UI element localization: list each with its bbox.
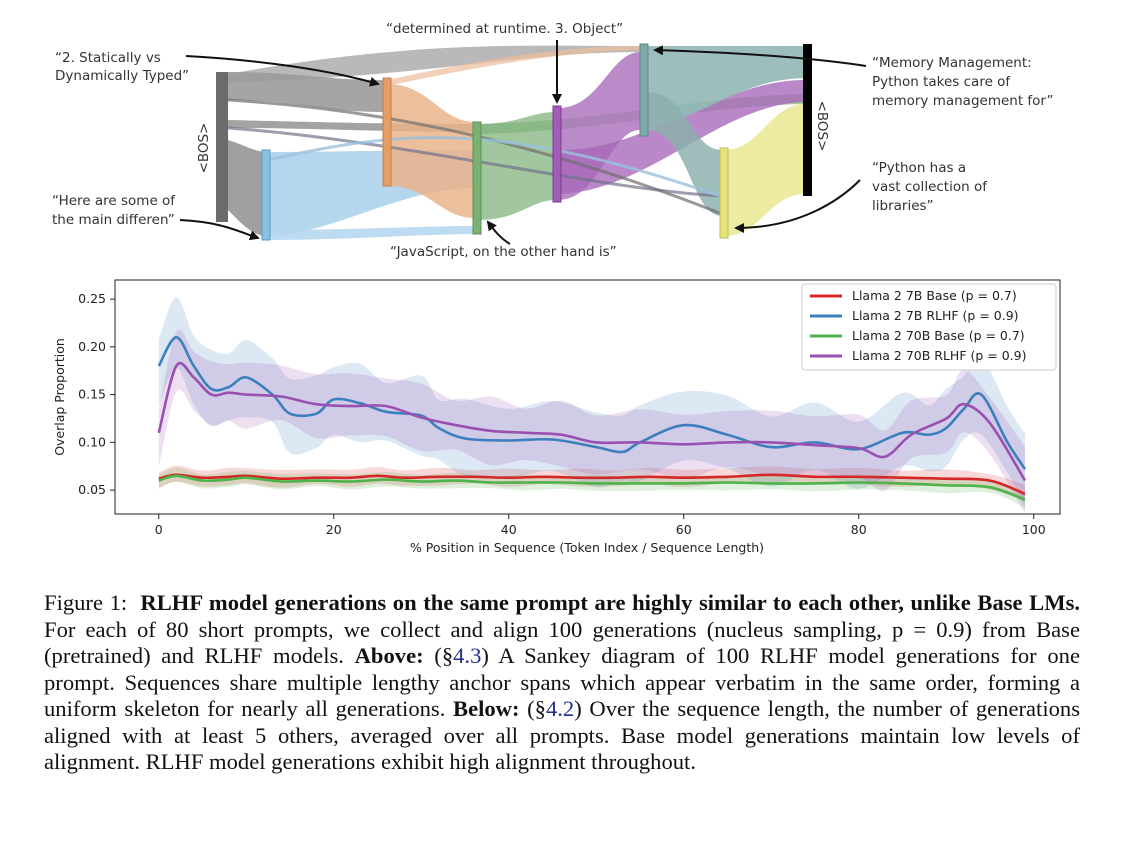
legend-label-0: Llama 2 7B Base (p = 0.7) — [852, 288, 1017, 303]
y-tick-label: 0.15 — [78, 387, 106, 402]
annotation-memory-line1: “Memory Management: — [872, 55, 1032, 71]
flow-thin-lines — [227, 126, 723, 198]
sankey-nodes — [216, 43, 812, 241]
legend-label-1: Llama 2 7B RLHF (p = 0.9) — [852, 308, 1019, 323]
x-tick-label: 80 — [851, 522, 867, 537]
annotation-statically-line2: Dynamically Typed” — [55, 68, 189, 84]
caption-above-label: Above: — [354, 643, 424, 668]
annotation-javascript: “JavaScript, on the other hand is” — [390, 244, 617, 260]
bos-left-label: <BOS> — [196, 123, 212, 174]
sankey-flows — [227, 45, 805, 240]
caption-text-2: A Sankey diagram of 100 RLHF model gener… — [44, 643, 1080, 721]
line-series-2 — [158, 474, 1026, 501]
legend-label-3: Llama 2 70B RLHF (p = 0.9) — [852, 348, 1027, 363]
node-green — [472, 121, 482, 235]
sankey-annotations: “2. Statically vs Dynamically Typed” “de… — [52, 21, 1054, 260]
annotation-memory-line2: Python takes care of — [872, 74, 1011, 90]
node-purple — [552, 105, 562, 203]
annotation-statically-line1: “2. Statically vs — [55, 50, 161, 66]
x-axis-label: % Position in Sequence (Token Index / Se… — [410, 540, 764, 555]
annotation-memory-line3: memory management for” — [872, 93, 1054, 109]
x-tick-label: 60 — [676, 522, 692, 537]
arrow-python — [734, 179, 861, 233]
line-series-3 — [157, 361, 1027, 482]
flow-orange-main — [387, 84, 475, 218]
legend: Llama 2 7B Base (p = 0.7) Llama 2 7B RLHF… — [801, 283, 1057, 371]
x-tick-label: 20 — [326, 522, 342, 537]
caption-below-paren-close: ) — [574, 696, 582, 721]
flow-grey-to-blue — [228, 140, 265, 236]
node-teal — [639, 43, 649, 137]
caption-label: Figure 1: — [44, 590, 128, 615]
y-axis-ticks: 0.05 0.10 0.15 0.20 0.25 — [78, 291, 115, 497]
x-tick-label: 100 — [1022, 522, 1046, 537]
flow-orange-top — [387, 46, 640, 86]
caption-below-label: Below: — [453, 696, 520, 721]
sankey-diagram: <BOS> <BOS> “2. Statically vs Dynamicall… — [52, 21, 1054, 260]
arrow-memory — [653, 45, 867, 67]
y-tick-label: 0.05 — [78, 482, 106, 497]
line-series-1 — [157, 336, 1027, 470]
overlap-line-chart: 0 20 40 60 80 100 0.05 0.10 0.15 0.20 0.25 % Posi… — [52, 279, 1061, 555]
sankey-arrows — [179, 40, 867, 245]
node-blue — [261, 149, 271, 241]
annotation-python-line1: “Python has a — [872, 160, 966, 176]
caption-text-1: For each of 80 short prompts, we collect… — [44, 616, 1080, 669]
flow-teal-down — [645, 92, 722, 216]
legend-label-2: Llama 2 70B Base (p = 0.7) — [852, 328, 1025, 343]
node-bos-left — [216, 72, 228, 222]
node-bos-right — [803, 44, 812, 196]
flow-thin-line-3 — [267, 136, 721, 198]
arrow-javascript — [486, 220, 511, 245]
flow-yellow-main — [725, 104, 805, 236]
flow-grey-top — [228, 72, 385, 112]
caption-above-paren-open: (§ — [434, 643, 454, 668]
arrow-statically — [185, 55, 380, 87]
flow-green-main — [478, 112, 556, 220]
y-tick-label: 0.25 — [78, 291, 106, 306]
annotation-python-line2: vast collection of — [872, 179, 988, 195]
y-tick-label: 0.20 — [78, 339, 106, 354]
y-tick-label: 0.10 — [78, 434, 106, 449]
legend-box — [801, 283, 1057, 371]
x-axis-ticks: 0 20 40 60 80 100 — [155, 514, 1046, 537]
bos-right-label: <BOS> — [814, 101, 830, 152]
caption-text-3: Over the sequence length, the number of … — [44, 696, 1080, 774]
band-series-1 — [158, 297, 1026, 508]
band-series-3 — [158, 329, 1026, 514]
flow-blue-2 — [268, 226, 480, 240]
caption-bold-summary: RLHF model generations on the same promp… — [140, 590, 1081, 615]
arrow-here — [179, 219, 260, 241]
node-orange — [382, 77, 392, 187]
node-yellow — [719, 147, 729, 239]
annotation-here-line1: “Here are some of — [52, 193, 176, 209]
caption-above-ref[interactable]: 4.3 — [453, 643, 482, 668]
caption-below-paren-open: (§ — [527, 696, 546, 721]
x-tick-label: 0 — [155, 522, 163, 537]
annotation-here-line2: the main differen” — [52, 212, 175, 228]
figure-caption: Figure 1: RLHF model generations on the … — [44, 590, 1080, 776]
series-lines — [157, 336, 1027, 501]
caption-above-paren-close: ) — [481, 643, 489, 668]
annotation-python-line3: libraries” — [872, 198, 934, 214]
caption-below-ref[interactable]: 4.2 — [545, 696, 575, 721]
x-tick-label: 40 — [501, 522, 517, 537]
line-series-0 — [158, 473, 1026, 496]
flow-teal-main — [645, 46, 805, 130]
annotation-runtime: “determined at runtime. 3. Object” — [386, 21, 623, 37]
y-axis-label: Overlap Proportion — [52, 338, 67, 456]
